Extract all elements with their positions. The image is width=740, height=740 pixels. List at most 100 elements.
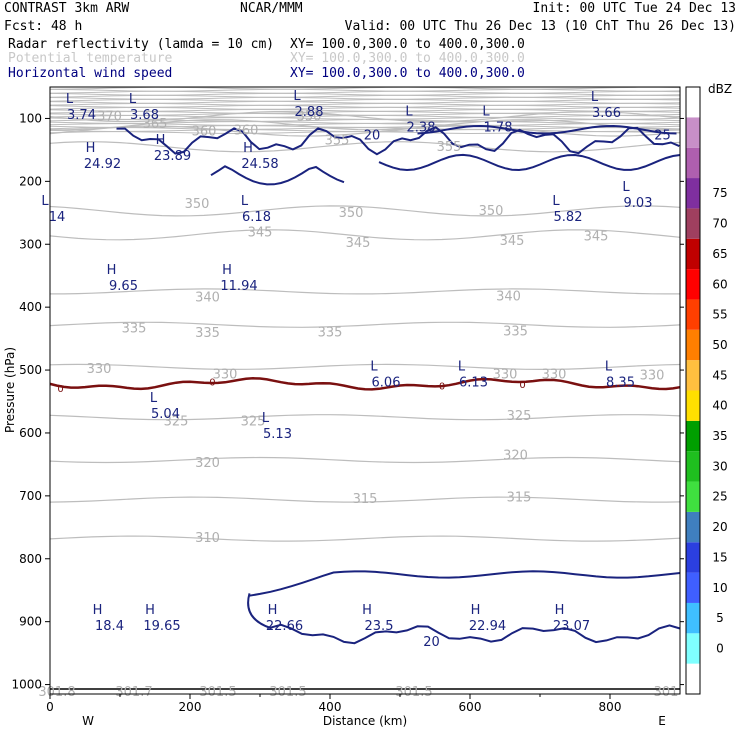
field-xy-reflectivity: XY= 100.0,300.0 to 400.0,300.0 xyxy=(290,37,525,52)
wind-extremum-value: 24.58 xyxy=(241,157,278,172)
field-xy-theta: XY= 100.0,300.0 to 400.0,300.0 xyxy=(290,51,525,66)
wind-extremum-value: 9.65 xyxy=(109,279,138,294)
x-end-east: E xyxy=(658,714,666,728)
wind-extremum-value: 24.92 xyxy=(84,157,121,172)
wind-extremum-marker: L xyxy=(605,359,613,374)
wind-extremum-marker: L xyxy=(370,359,378,374)
theta-contour xyxy=(49,119,681,131)
wind-extremum-marker: L xyxy=(293,89,301,104)
theta-label: 315 xyxy=(353,492,378,507)
wind-contour-upper-lobe xyxy=(210,165,345,186)
wind-contour-label: 20 xyxy=(423,635,440,650)
colorbar-swatch xyxy=(686,269,700,300)
colorbar-swatch xyxy=(686,633,700,664)
theta-label: 301.5 xyxy=(269,685,306,700)
colorbar-frame xyxy=(685,86,701,695)
theta-contour xyxy=(49,229,681,241)
theta-label: 355 xyxy=(325,133,350,148)
wind-extremum-value: 19.65 xyxy=(143,619,180,634)
wind-extremum-value: 3.74 xyxy=(67,108,96,123)
wind-extremum-marker: L xyxy=(622,180,630,195)
wind-extremum-value: 18.4 xyxy=(95,619,124,634)
theta-label: 335 xyxy=(195,326,220,341)
colorbar-level-label: 40 xyxy=(712,399,727,413)
colorbar-swatch xyxy=(686,178,700,209)
colorbar-level-label: 75 xyxy=(712,186,727,200)
wind-contour-upper xyxy=(116,126,680,156)
model-title: CONTRAST 3km ARW xyxy=(4,1,129,16)
colorbar-level-label: 65 xyxy=(712,247,727,261)
colorbar-swatch xyxy=(686,602,700,634)
colorbar-swatch xyxy=(686,511,700,543)
x-axis-label: Distance (km) xyxy=(323,714,407,728)
colorbar-level-label: 35 xyxy=(712,429,727,443)
wind-contour-lower-jet xyxy=(378,153,681,172)
wind-extremum-marker: L xyxy=(66,92,74,107)
field-name-theta: Potential temperature xyxy=(8,51,173,66)
colorbar-level-label: 30 xyxy=(712,459,727,473)
theta-label: 335 xyxy=(503,325,528,340)
wind-extremum-marker: H xyxy=(362,603,372,618)
wind-extremum-marker: L xyxy=(458,359,466,374)
y-tick-label: 300 xyxy=(19,237,42,251)
colorbar-level-label: 60 xyxy=(712,277,727,291)
wind-extremum-marker: H xyxy=(93,603,103,618)
colorbar-level-label: 10 xyxy=(712,581,727,595)
colorbar-swatch xyxy=(686,329,700,361)
y-tick-label: 1000 xyxy=(11,678,42,692)
colorbar-level-label: 55 xyxy=(712,308,727,322)
theta-label: 340 xyxy=(195,291,220,306)
theta-label: 325 xyxy=(507,409,532,424)
theta-band-line xyxy=(49,114,681,118)
wind-extremum-marker: H xyxy=(86,141,96,156)
theta-label: 310 xyxy=(195,531,220,546)
wind-extremum-marker: H xyxy=(243,141,253,156)
wind-extremum-value: 6.18 xyxy=(242,210,271,225)
theta-label: 315 xyxy=(507,491,532,506)
theta-label: 335 xyxy=(318,325,343,340)
theta-label: 325 xyxy=(164,415,189,430)
y-tick-label: 200 xyxy=(19,174,42,188)
reflectivity-contour-label: 0 xyxy=(439,381,445,392)
wind-extremum-marker: L xyxy=(41,194,49,209)
wind-extremum-marker: H xyxy=(268,603,278,618)
theta-contour-layer xyxy=(49,86,681,690)
wind-extremum-value: 23.89 xyxy=(154,149,191,164)
wind-extremum-value: 5.04 xyxy=(151,407,180,422)
theta-label: 325 xyxy=(241,415,266,430)
wind-extremum-marker: H xyxy=(156,133,166,148)
theta-band-line xyxy=(49,127,681,131)
wind-extremum-value: 8.35 xyxy=(606,375,635,390)
colorbar-level-label: 70 xyxy=(712,217,727,231)
field-name-wind: Horizontal wind speed xyxy=(8,66,172,81)
theta-contour xyxy=(49,141,681,153)
wind-contour-llj-top xyxy=(249,570,681,597)
theta-label: 345 xyxy=(346,236,371,251)
y-tick-label: 400 xyxy=(19,300,42,314)
colorbar-level-label: 25 xyxy=(712,490,727,504)
y-tick-label: 800 xyxy=(19,552,42,566)
wind-extremum-marker: L xyxy=(405,105,413,120)
colorbar-swatch xyxy=(686,663,700,694)
wind-extremum-value: 3.66 xyxy=(592,106,621,121)
theta-contour xyxy=(49,496,681,503)
colorbar-swatch xyxy=(686,208,700,239)
y-tick-label: 600 xyxy=(19,426,42,440)
wind-contour-layer xyxy=(116,124,681,645)
colorbar-swatch xyxy=(686,572,700,603)
wind-extremum-value: 23.07 xyxy=(553,619,590,634)
reflectivity-contour-0 xyxy=(49,377,681,391)
reflectivity-contour-label: 0 xyxy=(519,380,525,391)
colorbar-swatch xyxy=(686,117,700,148)
reflectivity-colorbar: 0 5 10 15 20 25 30 35 40 45 50 55 60 65 70 75 xyxy=(685,86,728,695)
colorbar-swatch xyxy=(686,542,700,573)
theta-label: 320 xyxy=(195,456,220,471)
x-tick-label: 600 xyxy=(459,700,482,714)
theta-label: 301.8 xyxy=(38,685,75,700)
y-axis-label: Pressure (hPa) xyxy=(3,347,17,433)
colorbar-swatch xyxy=(686,360,700,391)
reflectivity-contour-label: 0 xyxy=(57,384,63,395)
wind-extremum-marker: L xyxy=(241,194,249,209)
colorbar-level-label: 0 xyxy=(716,641,724,655)
